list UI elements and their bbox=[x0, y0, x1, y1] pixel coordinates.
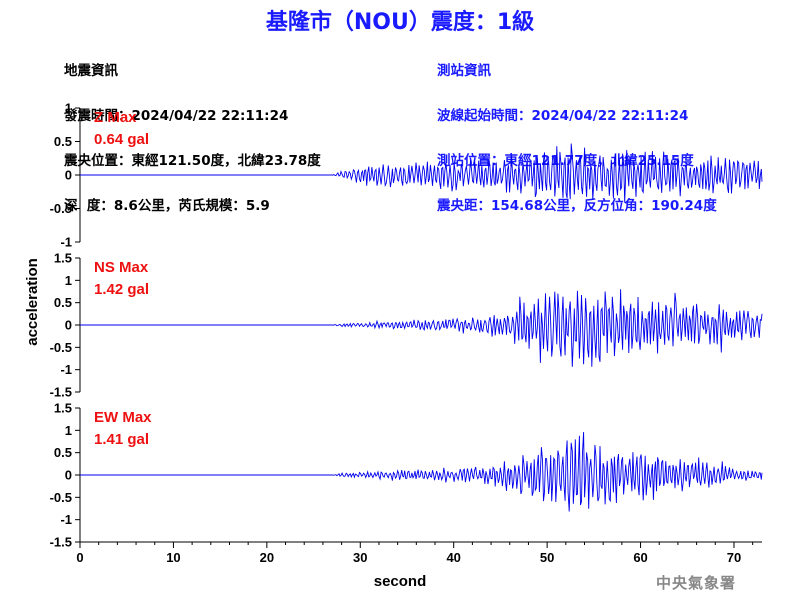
x-axis-title: second bbox=[374, 573, 427, 590]
quake-origin-time: 發震時間：2024/04/22 22:11:24 bbox=[64, 108, 289, 124]
quake-depth-magnitude: 深 度：8.6公里，芮氏規模：5.9 bbox=[64, 198, 270, 214]
max-value-z: 0.64 gal bbox=[94, 131, 149, 148]
y-tick-label: 0 bbox=[65, 168, 72, 183]
x-tick-label: 0 bbox=[76, 550, 83, 565]
y-tick-label: 1.5 bbox=[54, 251, 72, 266]
trace-z bbox=[80, 143, 763, 203]
trace-ew bbox=[80, 431, 763, 512]
max-value-ew: 1.41 gal bbox=[94, 431, 149, 448]
x-tick-label: 10 bbox=[166, 550, 180, 565]
y-tick-label: 0.5 bbox=[54, 445, 72, 460]
station-distance: 震央距：154.68公里，反方位角：190.24度 bbox=[437, 198, 717, 214]
station-info-heading: 測站資訊 bbox=[437, 63, 491, 79]
y-tick-label: 0.5 bbox=[54, 134, 72, 149]
quake-info-heading: 地震資訊 bbox=[64, 63, 118, 79]
x-tick-label: 70 bbox=[727, 550, 741, 565]
y-tick-label: 0 bbox=[65, 468, 72, 483]
y-tick-label: -0.5 bbox=[50, 340, 72, 355]
agency-label: 中央氣象署 bbox=[656, 574, 737, 592]
y-tick-label: 1.5 bbox=[54, 401, 72, 416]
y-tick-label: 0 bbox=[65, 318, 72, 333]
max-label-z: Z Max bbox=[94, 109, 137, 126]
x-tick-label: 60 bbox=[633, 550, 647, 565]
y-tick-label: -1 bbox=[60, 362, 72, 377]
station-wave-start: 波線起始時間：2024/04/22 22:11:24 bbox=[437, 108, 689, 124]
y-tick-label: -1.5 bbox=[50, 535, 72, 550]
y-tick-label: -1 bbox=[60, 235, 72, 250]
y-tick-label: -1.5 bbox=[50, 385, 72, 400]
trace-ns bbox=[80, 289, 763, 367]
quake-info: 地震資訊 發震時間：2024/04/22 22:11:24 震央位置：東經121… bbox=[64, 34, 321, 229]
y-tick-label: -0.5 bbox=[50, 201, 72, 216]
max-value-ns: 1.42 gal bbox=[94, 281, 149, 298]
y-tick-label: -1 bbox=[60, 512, 72, 527]
quake-epicenter: 震央位置：東經121.50度，北緯23.78度 bbox=[64, 153, 321, 169]
y-axis-title: acceleration bbox=[24, 258, 41, 346]
chart-title: 基隆市（NOU）震度：1級 bbox=[265, 10, 535, 35]
max-label-ew: EW Max bbox=[94, 409, 152, 426]
x-tick-label: 40 bbox=[446, 550, 460, 565]
max-label-ns: NS Max bbox=[94, 259, 149, 276]
x-tick-label: 20 bbox=[260, 550, 274, 565]
y-tick-label: 1 bbox=[65, 273, 72, 288]
y-tick-label: -0.5 bbox=[50, 490, 72, 505]
x-tick-label: 50 bbox=[540, 550, 554, 565]
y-tick-label: 1 bbox=[65, 423, 72, 438]
y-tick-label: 1 bbox=[65, 101, 72, 116]
x-tick-label: 30 bbox=[353, 550, 367, 565]
y-tick-label: 0.5 bbox=[54, 295, 72, 310]
